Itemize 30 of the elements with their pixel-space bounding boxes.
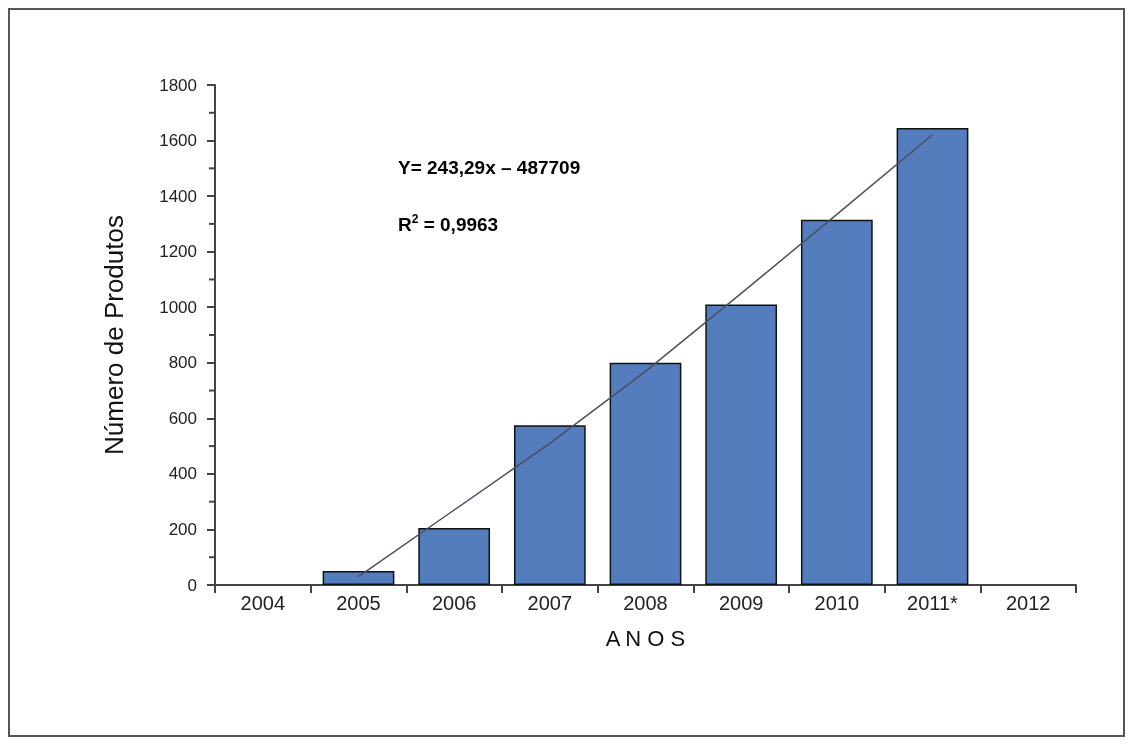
x-tick-label: 2008 xyxy=(623,592,668,614)
x-tick-label: 2006 xyxy=(431,592,477,614)
bar xyxy=(705,304,778,585)
annotation: Y= 243,29x – 487709 xyxy=(398,157,581,178)
line-series xyxy=(357,133,934,578)
y-tick-label: 800 xyxy=(168,353,197,373)
x-tick-label: 2004 xyxy=(240,592,286,614)
x-tick-label: 2010 xyxy=(814,592,860,614)
y-tick-label: 1000 xyxy=(159,297,197,317)
x-tick-label: 2007 xyxy=(527,592,573,614)
bar xyxy=(418,528,491,585)
x-tick-label: 2009 xyxy=(718,592,764,614)
bar xyxy=(322,571,395,585)
x-tick-label: 2012 xyxy=(1005,592,1051,614)
y-tick-label: 600 xyxy=(168,408,197,428)
y-tick-label: 1400 xyxy=(159,186,197,206)
y-tick-label: 200 xyxy=(168,519,197,539)
bar xyxy=(800,219,873,585)
y-tick-label: 400 xyxy=(168,464,197,484)
y-tick-label: 0 xyxy=(187,575,197,595)
bar xyxy=(896,128,969,585)
bar xyxy=(609,362,682,585)
x-tick-label: 2011* xyxy=(907,592,959,614)
x-tick-label: 2005 xyxy=(336,592,381,614)
bar xyxy=(513,425,586,585)
y-tick-label: 1600 xyxy=(159,131,197,151)
y-axis-title: Número de Produtos xyxy=(99,215,129,455)
y-tick-label: 1200 xyxy=(159,242,197,262)
y-tick-label: 1800 xyxy=(159,75,197,95)
x-axis-title: A N O S xyxy=(605,625,686,651)
